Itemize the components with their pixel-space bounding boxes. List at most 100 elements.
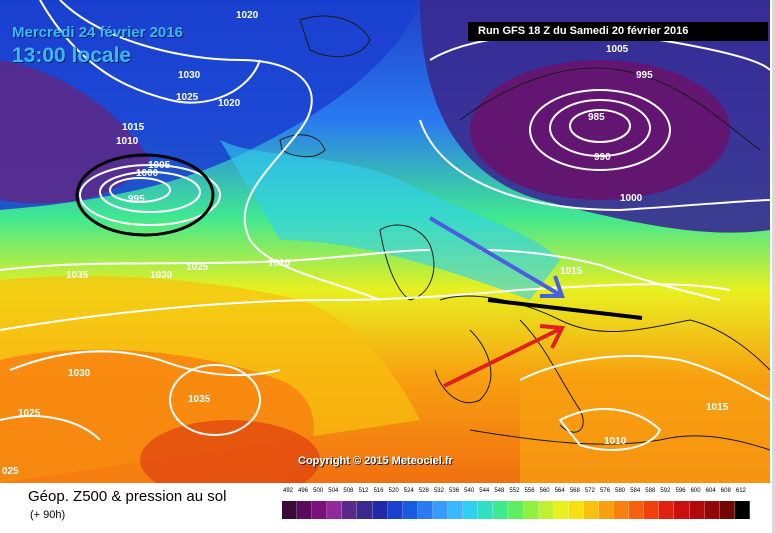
red-arrow-shaft [443, 326, 563, 388]
isobar-label: 1000 [620, 193, 643, 204]
north-africa-outline [469, 429, 770, 451]
scale-tick-label: 568 [569, 488, 580, 494]
red-high-core [140, 420, 320, 483]
scale-tick-label: 496 [298, 488, 309, 494]
forecast-lead-time: (+ 90h) [30, 509, 66, 521]
scale-color-cell [704, 501, 720, 519]
isobar-labels: 1020 1030 1025 1020 1015 1010 1005 1000 … [2, 10, 729, 477]
isobar-low-3 [109, 177, 171, 203]
isobar-scandi-outer-2 [419, 119, 770, 212]
isobar-1020 [59, 0, 381, 301]
isobar-label: 1005 [148, 160, 171, 171]
iberia-outline [434, 329, 492, 404]
forecast-date: Mercredi 24 février 2016 [12, 24, 183, 41]
scale-color-cell [583, 501, 599, 519]
map-title: Géop. Z500 & pression au sol [28, 488, 227, 505]
scale-tick-label: 576 [600, 488, 611, 494]
scale-tick-label: 608 [720, 488, 731, 494]
scale-tick-label: 524 [403, 488, 414, 494]
map-footer: Géop. Z500 & pression au sol (+ 90h) 492… [0, 483, 772, 533]
scale-tick-label: 572 [584, 488, 595, 494]
isobar-label: 1020 [268, 258, 291, 269]
isobar-1015-med [519, 355, 770, 401]
isobar-label: 1025 [186, 262, 209, 273]
isobar-1030-south [9, 350, 281, 377]
scale-tick-label: 600 [690, 488, 701, 494]
scale-color-cell [614, 501, 630, 519]
blue-arrow-head [540, 275, 565, 298]
scale-tick-label: 560 [539, 488, 550, 494]
isobar-scandi-3 [569, 109, 631, 143]
scale-color-cell [629, 501, 645, 519]
scale-tick-label: 604 [705, 488, 716, 494]
scale-tick-label: 536 [449, 488, 460, 494]
scale-color-cell [493, 501, 509, 519]
scale-tick-label: 552 [509, 488, 520, 494]
scale-color-cell [417, 501, 433, 519]
mediterranean-warm-zone [520, 369, 770, 483]
scandinavia-outline [459, 67, 761, 151]
scale-tick-label: 588 [645, 488, 656, 494]
british-isles-outline [379, 224, 435, 301]
isobar-label: 1035 [188, 394, 211, 405]
scale-color-cell [463, 501, 479, 519]
isobar-scandi-1 [529, 89, 671, 171]
scale-color-cell [689, 501, 705, 519]
scale-tick-label: 596 [675, 488, 686, 494]
isobar-label: 1030 [150, 270, 173, 281]
isobar-label: 1025 [176, 92, 199, 103]
isobar-scandi-2 [549, 99, 651, 157]
isobar-label: 1000 [136, 168, 159, 179]
isobar-1030-west [0, 249, 431, 271]
isobar-label: 1030 [68, 368, 91, 379]
isobar-label: 1025 [18, 408, 41, 419]
scale-color-cell [538, 501, 554, 519]
scale-tick-label: 548 [494, 488, 505, 494]
map-canvas: 1020 1030 1025 1020 1015 1010 1005 1000 … [0, 0, 770, 483]
isobar-1015-central [479, 249, 721, 301]
greenland-outline [299, 15, 371, 58]
scale-color-cell [312, 501, 328, 519]
scale-color-cell [448, 501, 464, 519]
purple-low-west [0, 60, 150, 204]
isobar-label: 1010 [116, 136, 139, 147]
scale-color-cell [342, 501, 358, 519]
pressure-geopotential-map: 1020 1030 1025 1020 1015 1010 1005 1000 … [0, 0, 770, 483]
isobar-low-2 [99, 171, 201, 213]
scale-color-cell [402, 501, 418, 519]
color-scale-labels: 492 496 500 504 508 512 516 520 524 528 532 536 540 5… [279, 488, 749, 498]
isobar-1025 [0, 283, 731, 331]
isobar-label: 990 [594, 152, 611, 163]
continental-coast-outline [439, 295, 770, 371]
scale-tick-label: 528 [418, 488, 429, 494]
scale-color-cell [478, 501, 494, 519]
isobar-label: 995 [128, 194, 145, 205]
scale-color-cell [598, 501, 615, 519]
scale-tick-label: 612 [735, 488, 746, 494]
blue-arrow-shaft [428, 216, 564, 298]
copyright-notice: Copyright © 2015 Meteociel.fr [298, 455, 453, 467]
isobars [0, 0, 770, 451]
front-line-marker [487, 298, 643, 320]
scale-tick-label: 532 [433, 488, 444, 494]
scale-color-cell [719, 501, 735, 519]
forecast-time: 13:00 locale [12, 44, 132, 67]
color-scale-bar [282, 501, 750, 519]
run-info-banner: Run GFS 18 Z du Samedi 20 février 2016 [468, 22, 768, 41]
scale-color-cell [372, 501, 388, 519]
isobar-1025-south [0, 415, 101, 441]
isobar-low-1 [79, 164, 221, 226]
red-arrow-head [539, 324, 566, 349]
low-pressure-highlight-ellipse [75, 153, 215, 237]
scale-color-cell [297, 501, 313, 519]
isobar-label: 1020 [236, 10, 259, 21]
isobar-high-1035 [169, 364, 261, 436]
isobar-label: 1030 [178, 70, 201, 81]
scale-tick-label: 584 [630, 488, 641, 494]
iceland-outline [279, 134, 326, 158]
scale-color-cell [327, 501, 343, 519]
scandinavian-low-core [470, 60, 730, 200]
cyan-trough [220, 140, 560, 300]
scale-tick-label: 492 [282, 488, 293, 494]
